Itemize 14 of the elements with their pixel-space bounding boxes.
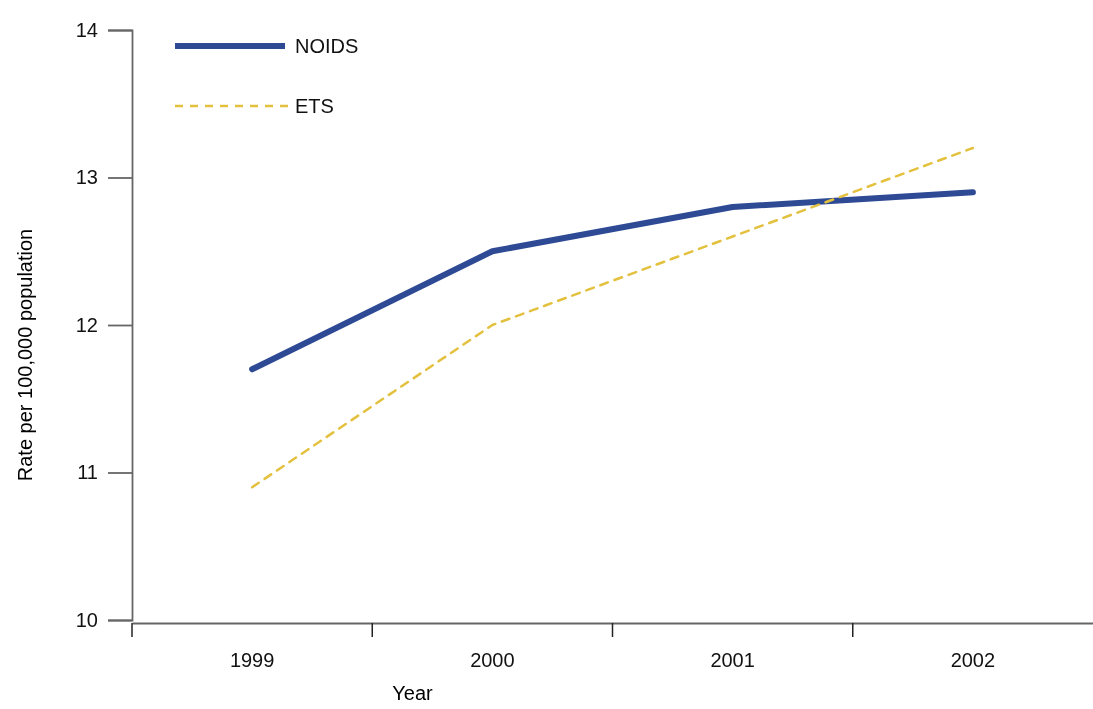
x-tick-label: 2002 — [950, 649, 996, 672]
legend-label: ETS — [295, 95, 334, 117]
x-tick-label: 2001 — [710, 649, 755, 672]
y-axis-title: Rate per 100,000 population — [14, 228, 36, 482]
y-tick-label: 13 — [75, 166, 98, 189]
x-tick-label: 1999 — [229, 649, 275, 672]
y-tick-label: 14 — [75, 18, 98, 41]
line-series — [250, 146, 975, 489]
y-tick-label: 10 — [75, 608, 98, 631]
x-tick-label: 2000 — [470, 649, 515, 672]
y-tick-label: 12 — [75, 313, 98, 336]
y-tick-label: 11 — [77, 461, 98, 484]
x-axis-title: Year — [392, 682, 434, 704]
legend-label: NOIDS — [295, 35, 359, 57]
